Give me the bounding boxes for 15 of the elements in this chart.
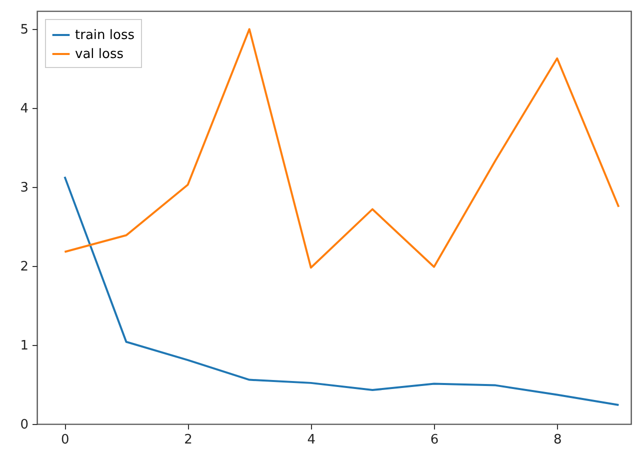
legend-label: train loss: [75, 28, 135, 43]
y-tick-label: 3: [20, 180, 28, 196]
x-tick-label: 0: [61, 432, 70, 448]
y-tick-label: 2: [20, 260, 28, 275]
x-tick-label: 2: [184, 432, 192, 448]
x-tick-label: 8: [553, 432, 562, 448]
legend-label: val loss: [75, 47, 124, 62]
y-tick-label: 0: [20, 418, 28, 432]
x-tick-label: 4: [307, 432, 316, 448]
y-tick-label: 4: [20, 102, 28, 117]
y-tick-label: 1: [20, 338, 28, 354]
x-tick-label: 6: [430, 432, 439, 448]
y-tick-label: 5: [20, 22, 28, 38]
line-series: [64, 176, 620, 406]
line-series: [64, 28, 620, 269]
